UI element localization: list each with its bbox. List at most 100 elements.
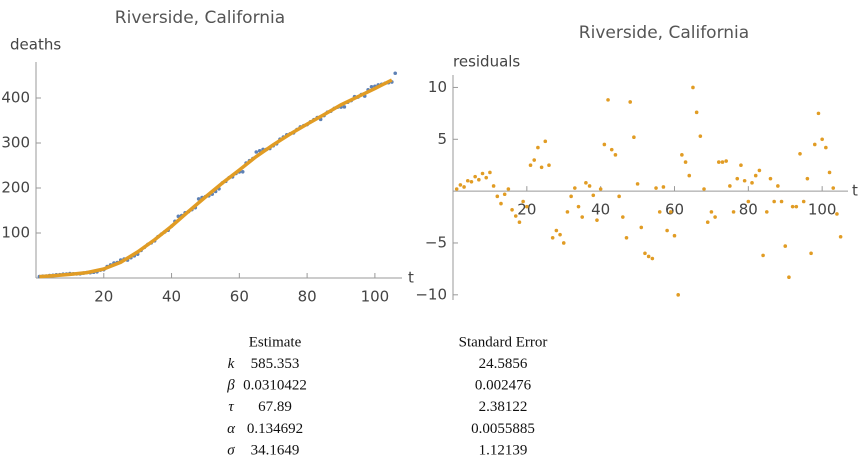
data-point: [598, 187, 603, 191]
data-point: [639, 225, 644, 230]
data-point: [742, 178, 747, 183]
data-point: [342, 105, 347, 109]
data-point: [661, 185, 666, 189]
data-point: [716, 160, 721, 164]
data-point: [602, 142, 607, 147]
data-point: [794, 204, 799, 209]
parameter-symbol: k: [228, 356, 235, 372]
data-point: [565, 210, 570, 214]
data-point: [628, 100, 632, 104]
data-point: [528, 163, 533, 168]
data-point: [488, 170, 492, 175]
fit-line: [39, 78, 393, 279]
data-point: [705, 220, 710, 225]
data-point: [513, 214, 518, 218]
data-point: [694, 110, 699, 115]
data-point: [584, 181, 588, 185]
table-cell: 0.0055885: [471, 421, 535, 437]
table-cell: 0.134692: [247, 421, 303, 437]
data-point: [393, 71, 398, 76]
data-point: [772, 199, 776, 204]
data-point: [521, 199, 525, 204]
data-point: [502, 192, 507, 197]
table-cell: 0.0310422: [243, 378, 307, 394]
data-point: [739, 163, 743, 168]
x-axis-label: t: [852, 182, 858, 200]
column-header: Estimate: [249, 334, 302, 350]
parameter-symbol: α: [227, 421, 236, 437]
y-tick-label: 400: [1, 89, 30, 107]
data-point: [495, 194, 500, 199]
table-cell: 67.89: [258, 399, 292, 415]
data-point: [680, 153, 684, 157]
data-point: [499, 201, 503, 206]
y-tick-label: 10: [428, 78, 447, 96]
data-point: [624, 235, 629, 240]
data-point: [613, 153, 618, 157]
data-point: [691, 85, 695, 90]
data-point: [838, 234, 843, 239]
data-point: [550, 235, 555, 240]
table-cell: 585.353: [251, 356, 300, 372]
y-axis-label: residuals: [453, 53, 520, 71]
data-point: [621, 215, 625, 219]
data-point: [831, 186, 836, 190]
data-point: [569, 194, 573, 199]
x-tick-label: 40: [162, 288, 181, 306]
table-cell: 24.5856: [479, 356, 528, 372]
data-point: [776, 184, 780, 188]
x-tick-label: 80: [739, 201, 758, 219]
chart-title: Riverside, California: [579, 23, 749, 43]
data-point: [672, 233, 677, 238]
data-point: [657, 210, 662, 214]
x-axis-label: t: [408, 269, 414, 287]
data-point: [617, 194, 621, 199]
data-point: [731, 210, 736, 214]
data-point: [539, 165, 544, 170]
data-point: [458, 183, 463, 187]
data-point: [576, 204, 581, 209]
data-point: [573, 186, 577, 190]
data-point: [728, 184, 732, 188]
data-point: [561, 241, 566, 245]
data-point: [683, 160, 688, 164]
data-point: [480, 171, 485, 176]
data-point: [709, 210, 714, 214]
data-point: [591, 193, 596, 198]
data-point: [643, 251, 647, 256]
data-point: [702, 187, 706, 191]
data-point: [798, 152, 802, 156]
table-cell: 2.38122: [479, 399, 528, 415]
data-point: [783, 244, 788, 248]
data-point: [654, 186, 658, 190]
data-point: [254, 150, 259, 154]
data-point: [543, 139, 548, 144]
data-point: [465, 178, 470, 183]
data-point: [525, 204, 529, 209]
data-point: [484, 175, 489, 180]
data-point: [635, 182, 640, 186]
x-tick-label: 40: [591, 201, 610, 219]
data-point: [517, 220, 522, 225]
x-tick-label: 20: [94, 288, 113, 306]
y-axis-label: deaths: [10, 36, 61, 54]
x-tick-label: 60: [230, 288, 249, 306]
data-point: [761, 253, 765, 258]
data-point: [827, 170, 832, 175]
y-tick-label: 200: [1, 179, 30, 197]
data-point: [805, 176, 810, 181]
data-point: [753, 173, 758, 178]
data-point: [650, 256, 655, 261]
y-tick-label: 100: [1, 224, 30, 242]
y-tick-label: 5: [437, 130, 447, 148]
data-point: [787, 275, 791, 279]
data-point: [764, 210, 769, 214]
data-point: [669, 210, 673, 214]
data-point: [757, 168, 762, 173]
y-tick-label: 300: [1, 134, 30, 152]
data-point: [473, 174, 477, 179]
data-point: [595, 218, 599, 222]
data-point: [724, 159, 728, 163]
